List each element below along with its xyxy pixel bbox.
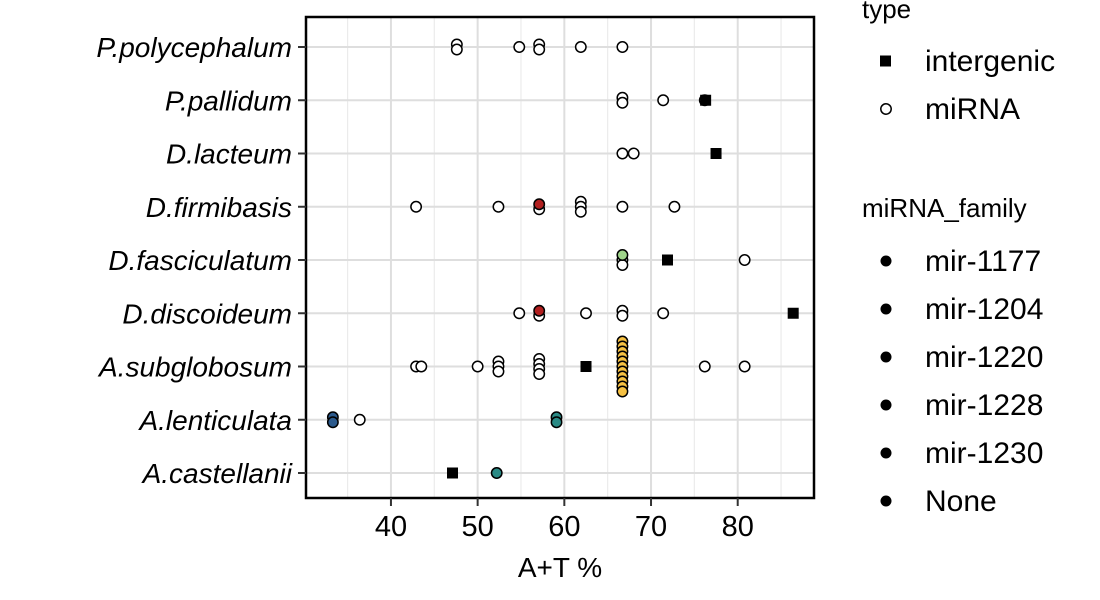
legend-square-key — [880, 55, 891, 67]
mirna-point — [657, 94, 670, 107]
mirna-point — [580, 307, 592, 320]
mirna-point — [513, 307, 526, 320]
y-tick-label: P.pallidum — [165, 85, 292, 116]
y-tick-label: P.polycephalum — [96, 32, 292, 63]
y-tick-label: A.castellanii — [141, 458, 293, 489]
legend-family-key — [880, 495, 892, 507]
mirna-point — [471, 360, 484, 373]
x-tick-label: 40 — [375, 511, 407, 543]
mirna-point — [668, 200, 681, 213]
legend-family-label: None — [925, 485, 997, 518]
legend-family-label: mir-1228 — [925, 389, 1043, 422]
y-tick-label: D.fasciculatum — [108, 245, 292, 276]
intergenic-point — [447, 467, 459, 479]
mirna-point — [450, 43, 463, 56]
mirna-point — [738, 254, 751, 266]
mirna-point — [574, 205, 587, 218]
mirna-point — [616, 259, 629, 271]
legend-family-label: mir-1177 — [925, 245, 1041, 278]
mirna-point — [353, 413, 366, 426]
legend-type-title: type — [862, 0, 911, 24]
y-tick-label: A.subglobosum — [97, 352, 292, 383]
mirna-point — [616, 96, 629, 109]
mirna-point — [616, 309, 629, 322]
mirna-point — [657, 307, 670, 320]
mirna-point — [616, 249, 629, 261]
legend-family-key — [880, 447, 892, 459]
legend-family-title: miRNA_family — [862, 193, 1027, 223]
y-tick-label: D.lacteum — [166, 139, 292, 170]
mirna-point — [616, 147, 629, 160]
legend-type-label: intergenic — [925, 45, 1055, 78]
x-tick-label: 80 — [722, 511, 754, 543]
mirna-point — [533, 198, 546, 211]
legend-type-label: miRNA — [925, 93, 1020, 126]
mirna-point — [616, 41, 629, 53]
legend-family-label: mir-1220 — [925, 341, 1043, 374]
y-tick-label: D.discoideum — [122, 298, 292, 329]
mirna-point — [490, 467, 503, 479]
mirna-point — [326, 416, 339, 429]
intergenic-point — [580, 361, 592, 372]
mirna-point — [616, 200, 629, 213]
x-tick-label: 50 — [462, 511, 494, 543]
mirna-point — [533, 304, 546, 317]
mirna-point — [738, 360, 751, 373]
mirna-point — [550, 416, 563, 429]
intergenic-point — [661, 254, 673, 266]
intergenic-point — [700, 94, 712, 106]
mirna-point — [533, 43, 546, 56]
mirna-point — [533, 368, 546, 380]
legend-family-key — [880, 351, 892, 363]
y-tick-label: D.firmibasis — [146, 192, 292, 223]
mirna-point — [410, 200, 423, 213]
legend-family-label: mir-1204 — [925, 293, 1043, 326]
mirna-point — [627, 147, 640, 160]
legend-family-key — [880, 399, 892, 411]
mirna-point — [513, 41, 526, 53]
mirna-point — [698, 360, 711, 373]
mirna-point — [574, 41, 587, 53]
legend: type intergenic miRNA miRNA_family mir-11… — [862, 0, 1055, 518]
x-tick-label: 70 — [635, 511, 667, 543]
mirna-point — [492, 200, 505, 213]
intergenic-point — [710, 148, 722, 159]
intergenic-point — [787, 307, 799, 319]
x-tick-label: 60 — [548, 511, 580, 543]
y-axis: P.polycephalum P.pallidum D.lacteum D.firmi… — [96, 32, 306, 489]
legend-family-label: mir-1230 — [925, 437, 1043, 470]
x-axis-title: A+T % — [518, 552, 602, 583]
mirna-point — [492, 365, 505, 378]
y-tick-label: A.lenticulata — [137, 405, 292, 436]
data-points — [326, 38, 799, 479]
mirna-point — [616, 385, 629, 398]
mirna-point — [415, 360, 428, 373]
x-axis: 40 50 60 70 80 — [375, 498, 754, 543]
legend-family-key — [880, 303, 892, 315]
legend-circle-key — [880, 103, 892, 115]
plot-panel-border — [304, 15, 816, 500]
legend-family-key — [880, 255, 892, 267]
